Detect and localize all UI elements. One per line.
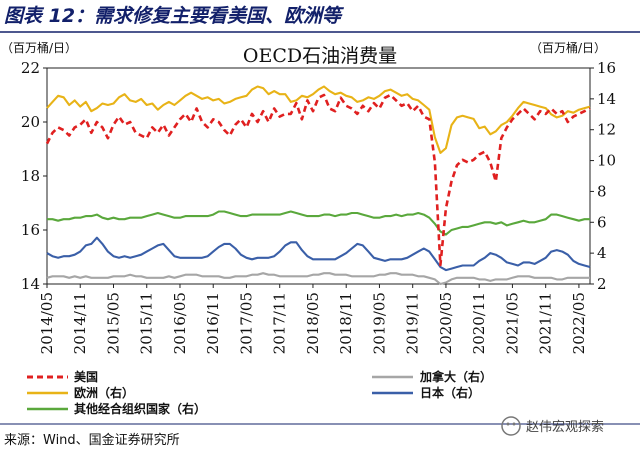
- x-axis-tick-label: 2015/05: [104, 292, 122, 354]
- legend-item-europe: 欧洲（右）: [27, 385, 134, 400]
- right-axis-tick-label: 8: [597, 182, 607, 200]
- plot-frame: [46, 67, 591, 285]
- x-axis-tick-label: 2017/05: [237, 292, 255, 354]
- left-axis-tick-label: 18: [21, 167, 40, 185]
- right-axis-tick-label: 6: [597, 213, 607, 231]
- chart-title: OECD石油消费量: [243, 45, 397, 67]
- x-axis-tick-label: 2014/11: [71, 292, 89, 354]
- series-line-europe: [46, 85, 591, 154]
- x-axis-tick-label: 2016/05: [171, 292, 189, 354]
- x-axis-tick-label: 2014/05: [38, 292, 56, 354]
- series-line-canada: [46, 272, 590, 286]
- right-axis-unit: （百万桶/日）: [530, 40, 606, 55]
- wechat-icon-dot: [506, 422, 510, 426]
- watermark-text: 赵伟宏观探索: [526, 420, 604, 435]
- legend-label-us: 美国: [74, 369, 98, 384]
- watermark: 赵伟宏观探索: [501, 416, 604, 436]
- x-axis-tick-label: 2021/05: [503, 292, 521, 354]
- series-line-japan: [46, 236, 591, 272]
- left-axis-tick-label: 22: [21, 59, 40, 77]
- x-axis-tick-label: 2016/11: [204, 292, 222, 354]
- source-note: 来源：Wind、国金证券研究所: [4, 432, 180, 448]
- x-axis-tick-label: 2019/11: [404, 292, 422, 354]
- legend-item-canada: 加拿大（右）: [372, 369, 492, 384]
- x-axis-tick-label: 2017/11: [271, 292, 289, 354]
- legend: 美国 欧洲（右） 其他经合组织国家（右） 加拿大（右） 日本（右）: [27, 369, 492, 416]
- left-axis-unit: （百万桶/日）: [1, 40, 77, 55]
- legend-label-europe: 欧洲（右）: [74, 385, 134, 400]
- right-axis-tick-label: 12: [597, 121, 616, 139]
- series-layer: [45, 85, 591, 286]
- right-axis-tick-label: 16: [597, 59, 616, 77]
- right-axis-tick-label: 4: [597, 244, 607, 262]
- x-axis-tick-label: 2020/05: [437, 292, 455, 354]
- wechat-icon-dot-2: [512, 422, 516, 426]
- wechat-icon: [501, 416, 521, 436]
- legend-label-japan: 日本（右）: [420, 385, 480, 400]
- right-axis-tick-label: 14: [597, 90, 616, 108]
- legend-item-japan: 日本（右）: [372, 385, 480, 400]
- left-axis-tick-label: 16: [21, 221, 40, 239]
- legend-item-other-oecd: 其他经合组织国家（右）: [27, 401, 206, 416]
- legend-item-us: 美国: [27, 369, 98, 384]
- x-axis-tick-label: 2020/11: [470, 292, 488, 354]
- legend-label-canada: 加拿大（右）: [419, 369, 492, 384]
- x-axis-tick-label: 2022/05: [570, 292, 588, 354]
- x-axis-tick-label: 2018/05: [304, 292, 322, 354]
- x-axis-tick-label: 2019/05: [370, 292, 388, 354]
- right-axis-tick-label: 2: [597, 275, 607, 293]
- left-axis-tick-label: 20: [21, 113, 40, 131]
- figure-title: 图表 12：需求修复主要看美国、欧洲等: [4, 5, 345, 27]
- right-axis-tick-label: 10: [597, 152, 616, 170]
- legend-label-other-oecd: 其他经合组织国家（右）: [74, 401, 206, 416]
- x-axis-tick-label: 2015/11: [138, 292, 156, 354]
- left-axis-tick-label: 14: [21, 275, 40, 293]
- series-line-other-oecd: [47, 210, 590, 236]
- x-axis-tick-label: 2018/11: [337, 292, 355, 354]
- x-axis-tick-label: 2021/11: [537, 292, 555, 354]
